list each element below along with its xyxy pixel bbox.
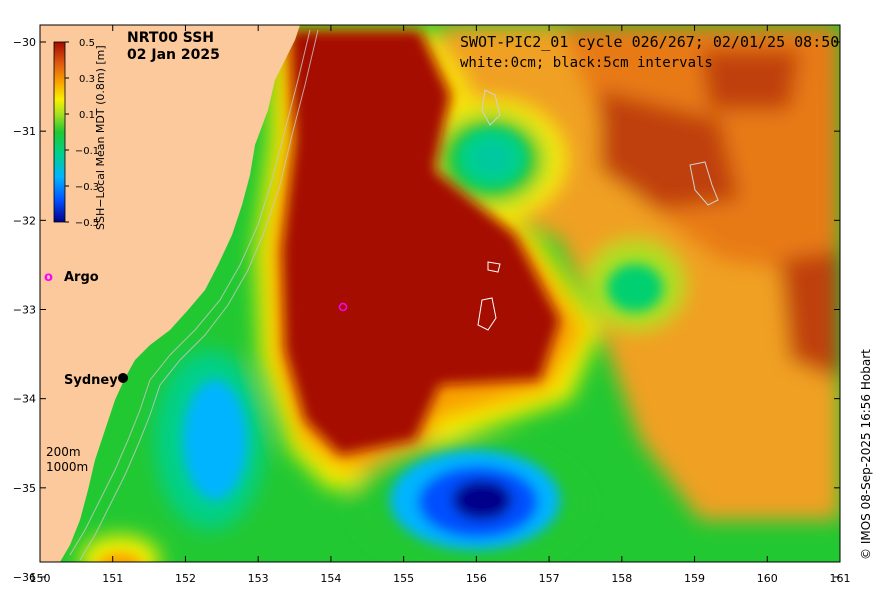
argo-float-marker [338,302,348,312]
y-tick-label: −35 [13,482,36,495]
y-tick-label: −31 [13,125,36,138]
y-tick-label: −32 [13,214,36,227]
colorbar-tick-label: −0.1 [75,146,99,157]
colorbar-tick-label: −0.5 [75,218,99,229]
colorbar: 0.5 0.3 0.1 −0.1 −0.3 −0.5 SSH−Local Mean MDT… [53,38,107,230]
info-line-2: white:0cm; black:5cm intervals [460,55,713,71]
x-tick-label: 155 [393,572,414,585]
x-tick-label: 154 [320,572,341,585]
y-tick-label: −34 [13,393,36,406]
y-tick-label: −33 [13,304,36,317]
depth-label-200m: 200m [46,445,81,459]
x-tick-label: 160 [757,572,778,585]
credit-text: © IMOS 08-Sep-2025 16:56 Hobart [859,349,873,560]
map-frame [39,24,841,563]
x-tick-label: 156 [466,572,487,585]
argo-legend-label: Argo [64,270,99,285]
x-tick-label: 157 [539,572,560,585]
x-tick-label: 153 [248,572,269,585]
x-tick-label: 159 [684,572,705,585]
colorbar-tick-label: 0.5 [79,38,95,49]
argo-legend-symbol: o [44,270,53,285]
sydney-label: Sydney [64,373,118,388]
x-tick-label: 158 [611,572,632,585]
depth-label-1000m: 1000m [46,460,88,474]
colorbar-label: SSH−Local Mean MDT (0.8m) [m] [94,45,107,230]
y-tick-label: −36 [13,571,36,584]
map-title: NRT00 SSH [127,30,214,46]
y-tick-label: −30 [13,36,36,49]
x-tick-label: 152 [175,572,196,585]
x-tick-label: 161 [830,572,851,585]
map-date: 02 Jan 2025 [127,47,220,63]
x-tick-label: 151 [102,572,123,585]
colorbar-tick-label: −0.3 [75,182,99,193]
ssh-field [40,25,840,562]
x-tick-label: 150 [30,572,51,585]
x-axis-ticks: 150 151 152 153 154 155 156 157 158 159 160 161 [30,25,851,585]
colorbar-tick-label: 0.3 [79,74,95,85]
y-axis-ticks: −30 −31 −32 −33 −34 −35 −36 [13,36,840,584]
land [40,25,300,562]
sydney-marker [118,373,128,383]
colorbar-tick-label: 0.1 [79,110,95,121]
info-line-1: SWOT-PIC2_01 cycle 026/267; 02/01/25 08:… [460,33,839,51]
